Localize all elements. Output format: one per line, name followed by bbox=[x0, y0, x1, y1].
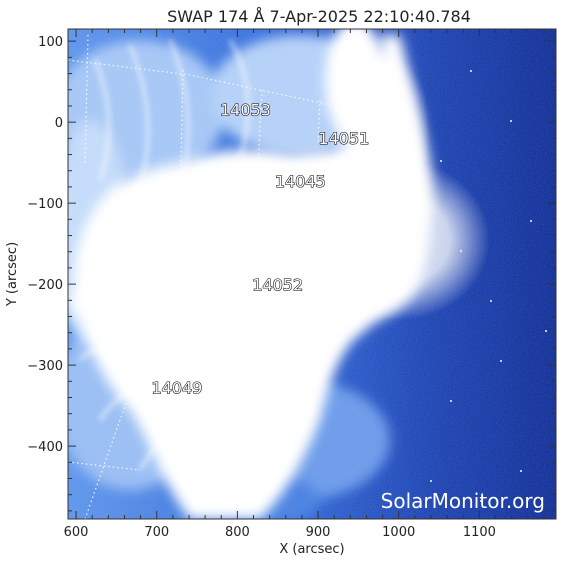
x-axis-ticks bbox=[75, 29, 545, 519]
active-region-label-14049: 14049 bbox=[151, 378, 202, 397]
x-axis-label: X (arcsec) bbox=[279, 542, 344, 557]
solar-disk-image bbox=[68, 29, 556, 519]
image-title: SWAP 174 Å 7-Apr-2025 22:10:40.784 bbox=[167, 7, 471, 26]
y-axis-ticks bbox=[68, 40, 556, 512]
heliographic-grid bbox=[68, 34, 356, 519]
active-region-label-14045: 14045 bbox=[275, 172, 326, 191]
y-tick-label: −200 bbox=[27, 278, 63, 293]
x-tick-label: 900 bbox=[306, 525, 331, 540]
y-tick-label: −100 bbox=[27, 197, 63, 212]
x-tick-label: 600 bbox=[64, 525, 89, 540]
y-tick-label: −400 bbox=[27, 440, 63, 455]
solarmonitor-watermark: SolarMonitor.org bbox=[381, 489, 545, 513]
plot-frame bbox=[67, 28, 557, 520]
y-tick-label: −300 bbox=[27, 359, 63, 374]
y-tick-label: 100 bbox=[38, 35, 63, 50]
active-region-label-14052: 14052 bbox=[252, 276, 303, 295]
y-axis-tick-labels: 100 0 −100 −200 −300 −400 bbox=[27, 35, 63, 455]
active-region-label-14053: 14053 bbox=[220, 101, 271, 120]
active-region-label-14051: 14051 bbox=[318, 129, 369, 148]
x-tick-label: 800 bbox=[225, 525, 250, 540]
x-tick-label: 700 bbox=[144, 525, 169, 540]
y-axis-label: Y (arcsec) bbox=[5, 242, 20, 307]
y-tick-label: 0 bbox=[55, 116, 63, 131]
active-region-labels: 14053 14051 14045 14052 14049 bbox=[151, 100, 370, 398]
x-tick-label: 1000 bbox=[382, 525, 415, 540]
x-tick-label: 1100 bbox=[463, 525, 496, 540]
x-axis-tick-labels: 600 700 800 900 1000 1100 bbox=[64, 525, 496, 540]
